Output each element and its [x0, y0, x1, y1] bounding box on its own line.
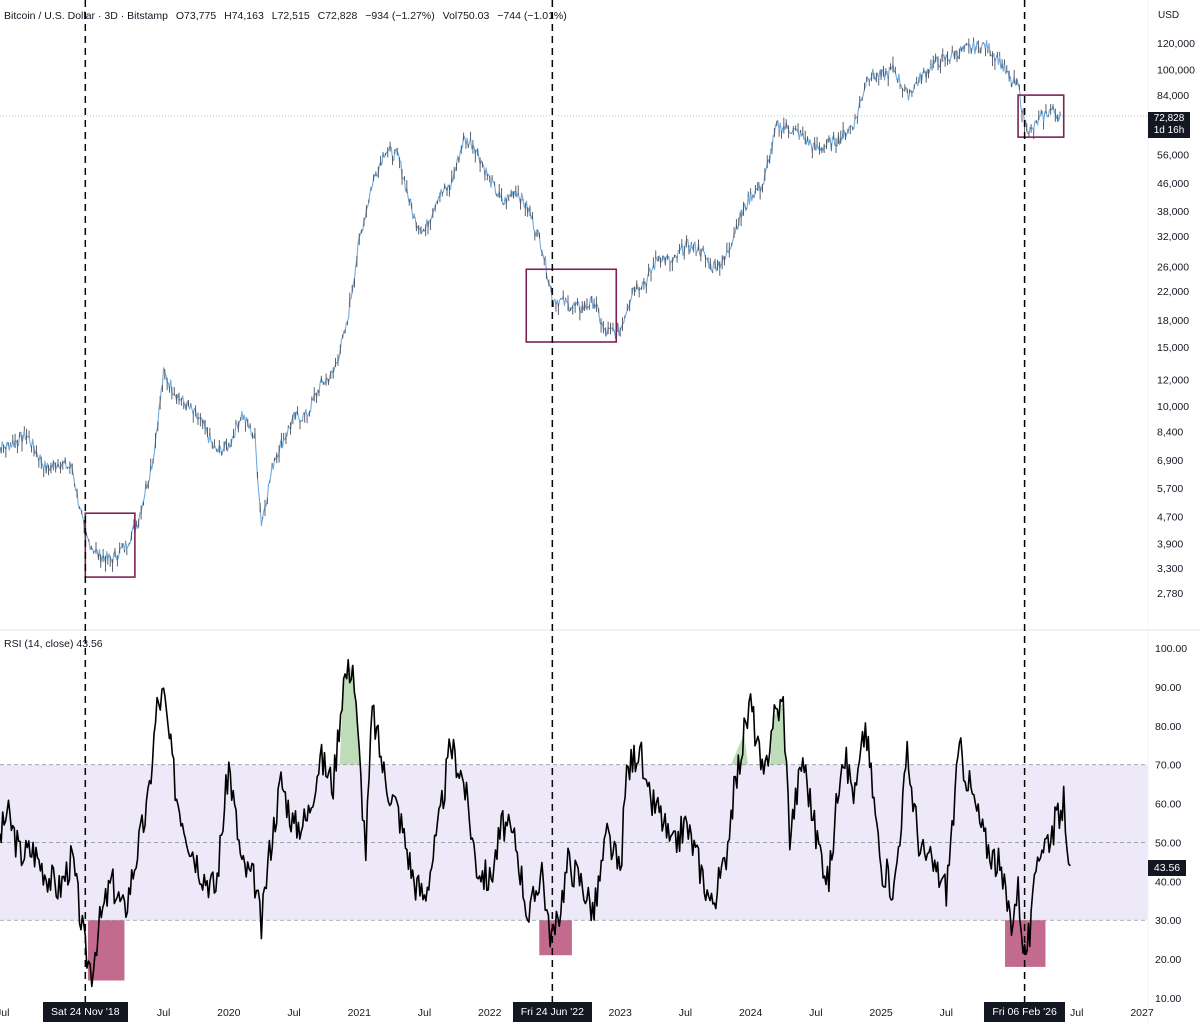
price-axis-label: 6,900 [1157, 455, 1183, 467]
rsi-series-line [0, 658, 1071, 988]
price-highlight-box-1 [525, 268, 618, 343]
price-axis-label: 4,700 [1157, 511, 1183, 523]
x-axis-label: Jul [157, 1007, 170, 1019]
overbought-fill-0 [339, 663, 362, 765]
price-axis-label: 32,000 [1157, 231, 1189, 243]
x-axis-label: Jul [809, 1007, 822, 1019]
x-axis-label: 2024 [739, 1007, 763, 1019]
x-axis-label: 2027 [1130, 1007, 1154, 1019]
rsi-indicator-title[interactable]: RSI (14, close) 43.56 [4, 638, 103, 650]
rsi-axis-label: 20.00 [1155, 954, 1181, 966]
low-value: L72,515 [271, 10, 310, 22]
price-axis-label: 8,400 [1157, 426, 1183, 438]
price-axis-label: 3,900 [1157, 539, 1183, 551]
x-axis-label: 2025 [869, 1007, 893, 1019]
x-axis-label: 2021 [348, 1007, 372, 1019]
bar-countdown: 1d 16h [1153, 125, 1185, 136]
change-value: −934 (−1.27%) [365, 10, 435, 22]
price-axis-label: 56,000 [1157, 149, 1189, 161]
volume-value: Vol750.03 [442, 10, 490, 22]
rsi-axis-label: 40.00 [1155, 876, 1181, 888]
close-value: C72,828 [317, 10, 358, 22]
date-tag-nov-2018: Sat 24 Nov '18 [43, 1002, 128, 1022]
price-axis-label: 10,000 [1157, 401, 1189, 413]
rsi-axis-label: 30.00 [1155, 915, 1181, 927]
price-highlight-box-2 [1017, 94, 1065, 138]
price-axis-label: 100,000 [1157, 65, 1195, 77]
rsi-last-value-tag: 43.56 [1148, 860, 1186, 876]
x-axis-label: 2023 [609, 1007, 633, 1019]
price-axis-label: 46,000 [1157, 178, 1189, 190]
price-axis-label: 3,300 [1157, 563, 1183, 575]
last-price-tag: 72,828 1d 16h [1148, 112, 1190, 138]
x-axis-label: Jul [0, 1007, 9, 1019]
price-axis-label: 120,000 [1157, 38, 1195, 50]
price-axis-label: 18,000 [1157, 315, 1189, 327]
last-price-value: 72,828 [1153, 113, 1185, 124]
currency-label[interactable]: USD [1158, 10, 1180, 21]
rsi-axis-label: 80.00 [1155, 721, 1181, 733]
price-axis-label: 26,000 [1157, 261, 1189, 273]
price-axis-label: 12,000 [1157, 374, 1189, 386]
x-axis-label: 2020 [217, 1007, 241, 1019]
price-axis-label: 2,780 [1157, 588, 1183, 600]
price-axis-label: 22,000 [1157, 286, 1189, 298]
x-axis-label: Jul [940, 1007, 953, 1019]
high-value: H74,163 [224, 10, 264, 22]
price-axis-label: 15,000 [1157, 342, 1189, 354]
volume-change-value: −744 (−1.01%) [497, 10, 567, 22]
rsi-axis-label: 50.00 [1155, 837, 1181, 849]
x-axis-label: Jul [1070, 1007, 1083, 1019]
x-axis-label: Jul [679, 1007, 692, 1019]
rsi-axis-label: 100.00 [1155, 643, 1187, 655]
symbol-title[interactable]: Bitcoin / U.S. Dollar · 3D · Bitstamp [4, 10, 168, 22]
date-tag-jun-2022: Fri 24 Jun '22 [512, 1002, 592, 1022]
price-series-line [0, 39, 1062, 564]
price-highlight-box-0 [84, 512, 136, 578]
rsi-axis-label: 90.00 [1155, 682, 1181, 694]
x-axis-label: Jul [418, 1007, 431, 1019]
x-axis-label: Jul [287, 1007, 300, 1019]
open-value: O73,775 [175, 10, 217, 22]
price-axis-label: 38,000 [1157, 206, 1189, 218]
rsi-axis-label: 60.00 [1155, 799, 1181, 811]
x-axis-label: 2022 [478, 1007, 502, 1019]
price-axis-label: 84,000 [1157, 90, 1189, 102]
price-axis-label: 5,700 [1157, 483, 1183, 495]
rsi-axis-label: 70.00 [1155, 760, 1181, 772]
rsi-axis-label: 10.00 [1155, 993, 1181, 1005]
legend-header: Bitcoin / U.S. Dollar · 3D · Bitstamp O7… [4, 10, 572, 22]
date-tag-feb-2026: Fri 06 Feb '26 [984, 1002, 1065, 1022]
